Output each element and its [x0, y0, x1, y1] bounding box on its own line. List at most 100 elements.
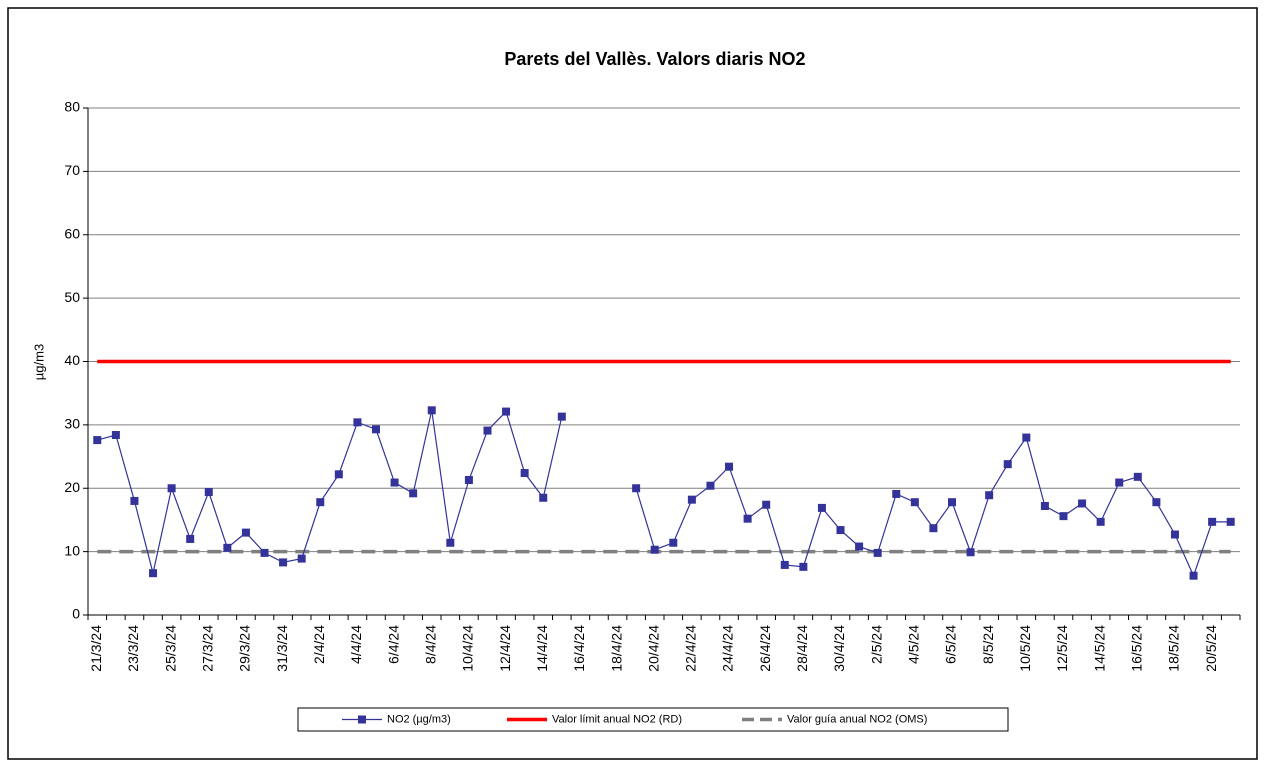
x-tick-label: 12/4/24	[497, 625, 513, 672]
data-point	[1189, 571, 1198, 580]
data-point	[855, 542, 864, 551]
legend-label: Valor guía anual NO2 (OMS)	[787, 713, 927, 725]
data-point	[1096, 517, 1105, 526]
data-point	[650, 545, 659, 554]
legend-box	[297, 707, 1009, 732]
data-point	[223, 543, 232, 552]
x-tick-label: 28/4/24	[794, 625, 810, 672]
data-point	[948, 498, 956, 507]
data-point	[279, 558, 288, 567]
y-tick-label: 30	[64, 416, 80, 432]
data-point	[464, 476, 473, 485]
data-point	[1059, 512, 1068, 521]
data-point	[353, 418, 362, 427]
data-point	[725, 462, 734, 471]
y-tick-label: 80	[64, 99, 80, 115]
data-point	[1226, 517, 1235, 526]
data-point	[409, 489, 418, 498]
data-point	[799, 562, 808, 571]
x-tick-label: 18/4/24	[608, 625, 624, 672]
y-tick-label: 50	[64, 289, 80, 305]
x-tick-label: 16/4/24	[571, 625, 587, 672]
y-tick-label: 10	[64, 542, 80, 558]
data-point	[260, 548, 269, 557]
x-tick-label: 20/5/24	[1203, 625, 1219, 672]
data-point	[687, 495, 696, 504]
x-tick-label: 24/4/24	[720, 625, 736, 672]
data-point	[985, 491, 994, 500]
x-tick-label: 14/4/24	[534, 625, 550, 672]
data-point	[873, 548, 882, 557]
y-axis-label: µg/m3	[31, 344, 46, 380]
x-tick-label: 31/3/24	[274, 625, 290, 672]
y-tick-label: 20	[64, 479, 80, 495]
chart-title: Parets del Vallès. Valors diaris NO2	[504, 49, 805, 69]
x-tick-label: 20/4/24	[645, 625, 661, 672]
x-tick-label: 2/4/24	[311, 625, 327, 664]
y-tick-label: 40	[64, 352, 80, 368]
chart-border	[7, 7, 1258, 760]
x-tick-label: 8/5/24	[980, 625, 996, 664]
x-tick-label: 26/4/24	[757, 625, 773, 672]
data-point	[186, 534, 195, 543]
data-point	[539, 493, 548, 502]
data-point	[817, 503, 826, 512]
x-tick-label: 10/4/24	[460, 625, 476, 672]
x-tick-label: 6/4/24	[385, 625, 401, 664]
data-point	[1003, 460, 1012, 469]
data-point	[1078, 499, 1087, 508]
data-point	[149, 569, 158, 578]
data-point	[929, 524, 938, 533]
data-point	[390, 478, 399, 487]
data-point	[1208, 517, 1217, 526]
data-point	[966, 548, 975, 557]
x-tick-label: 18/5/24	[1166, 625, 1182, 672]
x-tick-label: 6/5/24	[943, 625, 959, 664]
x-tick-label: 14/5/24	[1091, 625, 1107, 672]
data-point	[1022, 433, 1031, 442]
data-point	[743, 514, 752, 523]
data-point	[1152, 498, 1161, 507]
data-point	[483, 426, 492, 435]
data-point	[706, 481, 715, 490]
x-tick-label: 27/3/24	[199, 625, 215, 672]
y-tick-label: 70	[64, 162, 80, 178]
data-point	[427, 406, 436, 415]
x-tick-label: 23/3/24	[125, 625, 141, 672]
data-point	[241, 528, 250, 537]
data-point	[557, 412, 566, 421]
data-point	[130, 496, 139, 505]
y-tick-label: 0	[72, 606, 80, 622]
data-point	[93, 436, 102, 445]
x-tick-label: 25/3/24	[162, 625, 178, 672]
x-tick-label: 12/5/24	[1054, 625, 1070, 672]
data-point	[334, 470, 343, 479]
x-tick-label: 4/5/24	[906, 625, 922, 664]
data-point	[632, 484, 641, 493]
data-point	[910, 498, 919, 507]
data-point	[669, 538, 678, 547]
x-tick-label: 8/4/24	[422, 625, 438, 664]
legend-label: Valor límit anual NO2 (RD)	[552, 713, 682, 725]
data-point	[892, 489, 901, 498]
x-tick-label: 21/3/24	[88, 625, 104, 672]
legend-marker	[358, 715, 366, 724]
x-tick-label: 16/5/24	[1129, 625, 1145, 672]
data-point	[1133, 472, 1142, 481]
x-tick-label: 22/4/24	[683, 625, 699, 672]
x-tick-label: 10/5/24	[1017, 625, 1033, 672]
x-tick-label: 2/5/24	[868, 625, 884, 664]
data-point	[502, 407, 511, 416]
data-point	[1170, 530, 1179, 539]
x-tick-label: 29/3/24	[237, 625, 253, 672]
data-point	[836, 526, 845, 535]
data-point	[762, 500, 771, 509]
data-point	[111, 431, 120, 440]
data-point	[167, 484, 176, 493]
data-point	[297, 554, 306, 563]
legend-label: NO2 (µg/m3)	[387, 713, 451, 725]
data-point	[1040, 501, 1049, 510]
data-point	[520, 469, 529, 478]
data-point	[446, 538, 455, 547]
